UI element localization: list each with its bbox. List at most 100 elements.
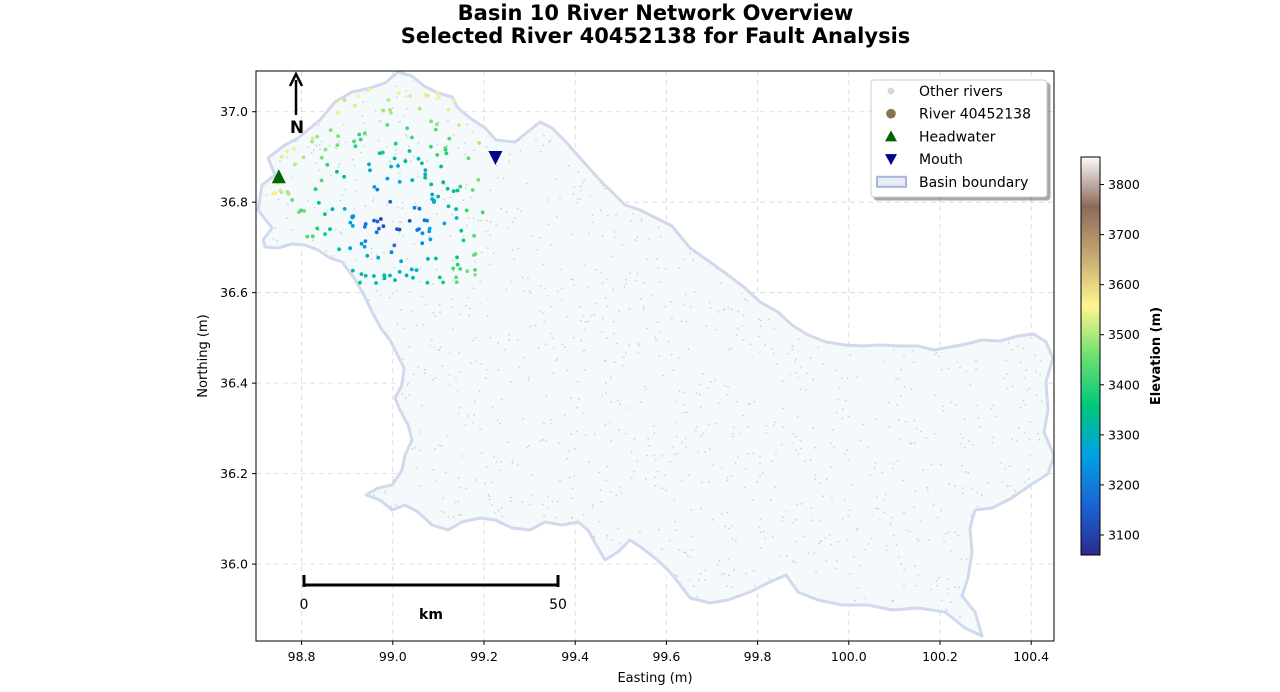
other-river-point [637, 352, 640, 354]
other-river-point [1001, 481, 1004, 484]
other-river-point [792, 432, 795, 435]
other-river-point [975, 404, 978, 407]
other-river-point [462, 235, 465, 238]
other-river-point [980, 493, 983, 496]
other-river-point [414, 446, 416, 449]
other-river-point [648, 238, 651, 240]
other-river-point [885, 544, 888, 547]
other-river-point [550, 419, 553, 421]
other-river-point [472, 287, 475, 290]
other-river-point [472, 217, 475, 220]
other-river-point [542, 263, 545, 266]
x-tick-label: 100.2 [922, 649, 958, 664]
other-river-point [866, 446, 869, 448]
other-river-point [465, 183, 468, 186]
other-river-point [771, 460, 774, 462]
other-river-point [884, 493, 887, 496]
other-river-point [814, 478, 817, 481]
other-river-point [978, 508, 981, 510]
other-river-point [920, 430, 922, 433]
other-river-point [511, 221, 514, 224]
river-point [464, 208, 469, 213]
other-river-point [570, 433, 573, 436]
other-river-point [692, 585, 695, 588]
other-river-point [584, 369, 587, 371]
other-river-point [888, 426, 890, 428]
river-point [455, 188, 460, 193]
other-river-point [913, 565, 916, 567]
other-river-point [385, 146, 388, 148]
other-river-point [723, 572, 726, 575]
other-river-point [694, 429, 697, 432]
other-river-point [454, 501, 457, 504]
other-river-point [502, 178, 505, 180]
other-river-point [464, 423, 467, 426]
other-river-point [1016, 345, 1019, 347]
river-point [323, 147, 328, 152]
other-river-point [683, 404, 686, 406]
other-river-point [991, 441, 994, 444]
other-river-point [875, 507, 878, 510]
other-river-point [743, 298, 746, 300]
other-river-point [566, 369, 569, 372]
other-river-point [395, 85, 397, 88]
river-point [356, 94, 361, 99]
other-river-point [654, 484, 657, 487]
other-river-point [793, 561, 796, 564]
other-river-point [612, 332, 615, 335]
other-river-point [567, 521, 570, 524]
other-river-point [811, 519, 813, 522]
other-river-point [625, 278, 627, 281]
river-point [445, 186, 450, 191]
other-river-point [846, 539, 849, 541]
other-river-point [543, 320, 546, 323]
other-river-point [547, 506, 550, 509]
other-river-point [943, 540, 945, 543]
other-river-point [726, 476, 729, 479]
other-river-point [604, 187, 607, 190]
other-river-point [388, 296, 391, 299]
other-river-point [394, 480, 397, 483]
other-river-point [432, 311, 435, 314]
legend-entry: Mouth [885, 152, 963, 168]
other-river-point [814, 446, 817, 449]
river-point [330, 207, 335, 212]
other-river-point [531, 235, 534, 238]
other-river-point [315, 162, 318, 165]
other-river-point [600, 500, 603, 503]
other-river-point [458, 313, 461, 316]
other-river-point [489, 221, 492, 223]
other-river-point [676, 452, 679, 455]
other-river-point [485, 219, 488, 222]
other-river-point [432, 469, 435, 471]
other-river-point [672, 446, 675, 448]
other-river-point [606, 305, 609, 308]
other-river-point [542, 144, 545, 147]
other-river-point [1025, 369, 1028, 372]
other-river-point [328, 144, 331, 147]
other-river-point [486, 247, 489, 249]
river-point [325, 162, 330, 167]
river-point [271, 191, 276, 196]
river-point [397, 90, 401, 95]
other-river-point [758, 318, 760, 321]
other-river-point [689, 556, 692, 559]
other-river-point [474, 260, 476, 263]
chart-title: Basin 10 River Network Overview [457, 1, 854, 25]
other-river-point [338, 163, 341, 165]
other-river-point [810, 506, 813, 509]
other-river-point [307, 200, 309, 202]
other-river-point [722, 309, 725, 312]
other-river-point [911, 349, 914, 352]
other-river-point [294, 140, 297, 143]
river-point [429, 144, 433, 149]
other-river-point [613, 237, 616, 239]
other-river-point [1008, 465, 1011, 468]
other-river-point [909, 442, 911, 444]
other-river-point [507, 441, 510, 444]
colorbar-tick-label: 3100 [1108, 527, 1140, 542]
other-river-point [371, 248, 373, 250]
other-river-point [922, 468, 924, 471]
other-river-point [413, 242, 416, 245]
